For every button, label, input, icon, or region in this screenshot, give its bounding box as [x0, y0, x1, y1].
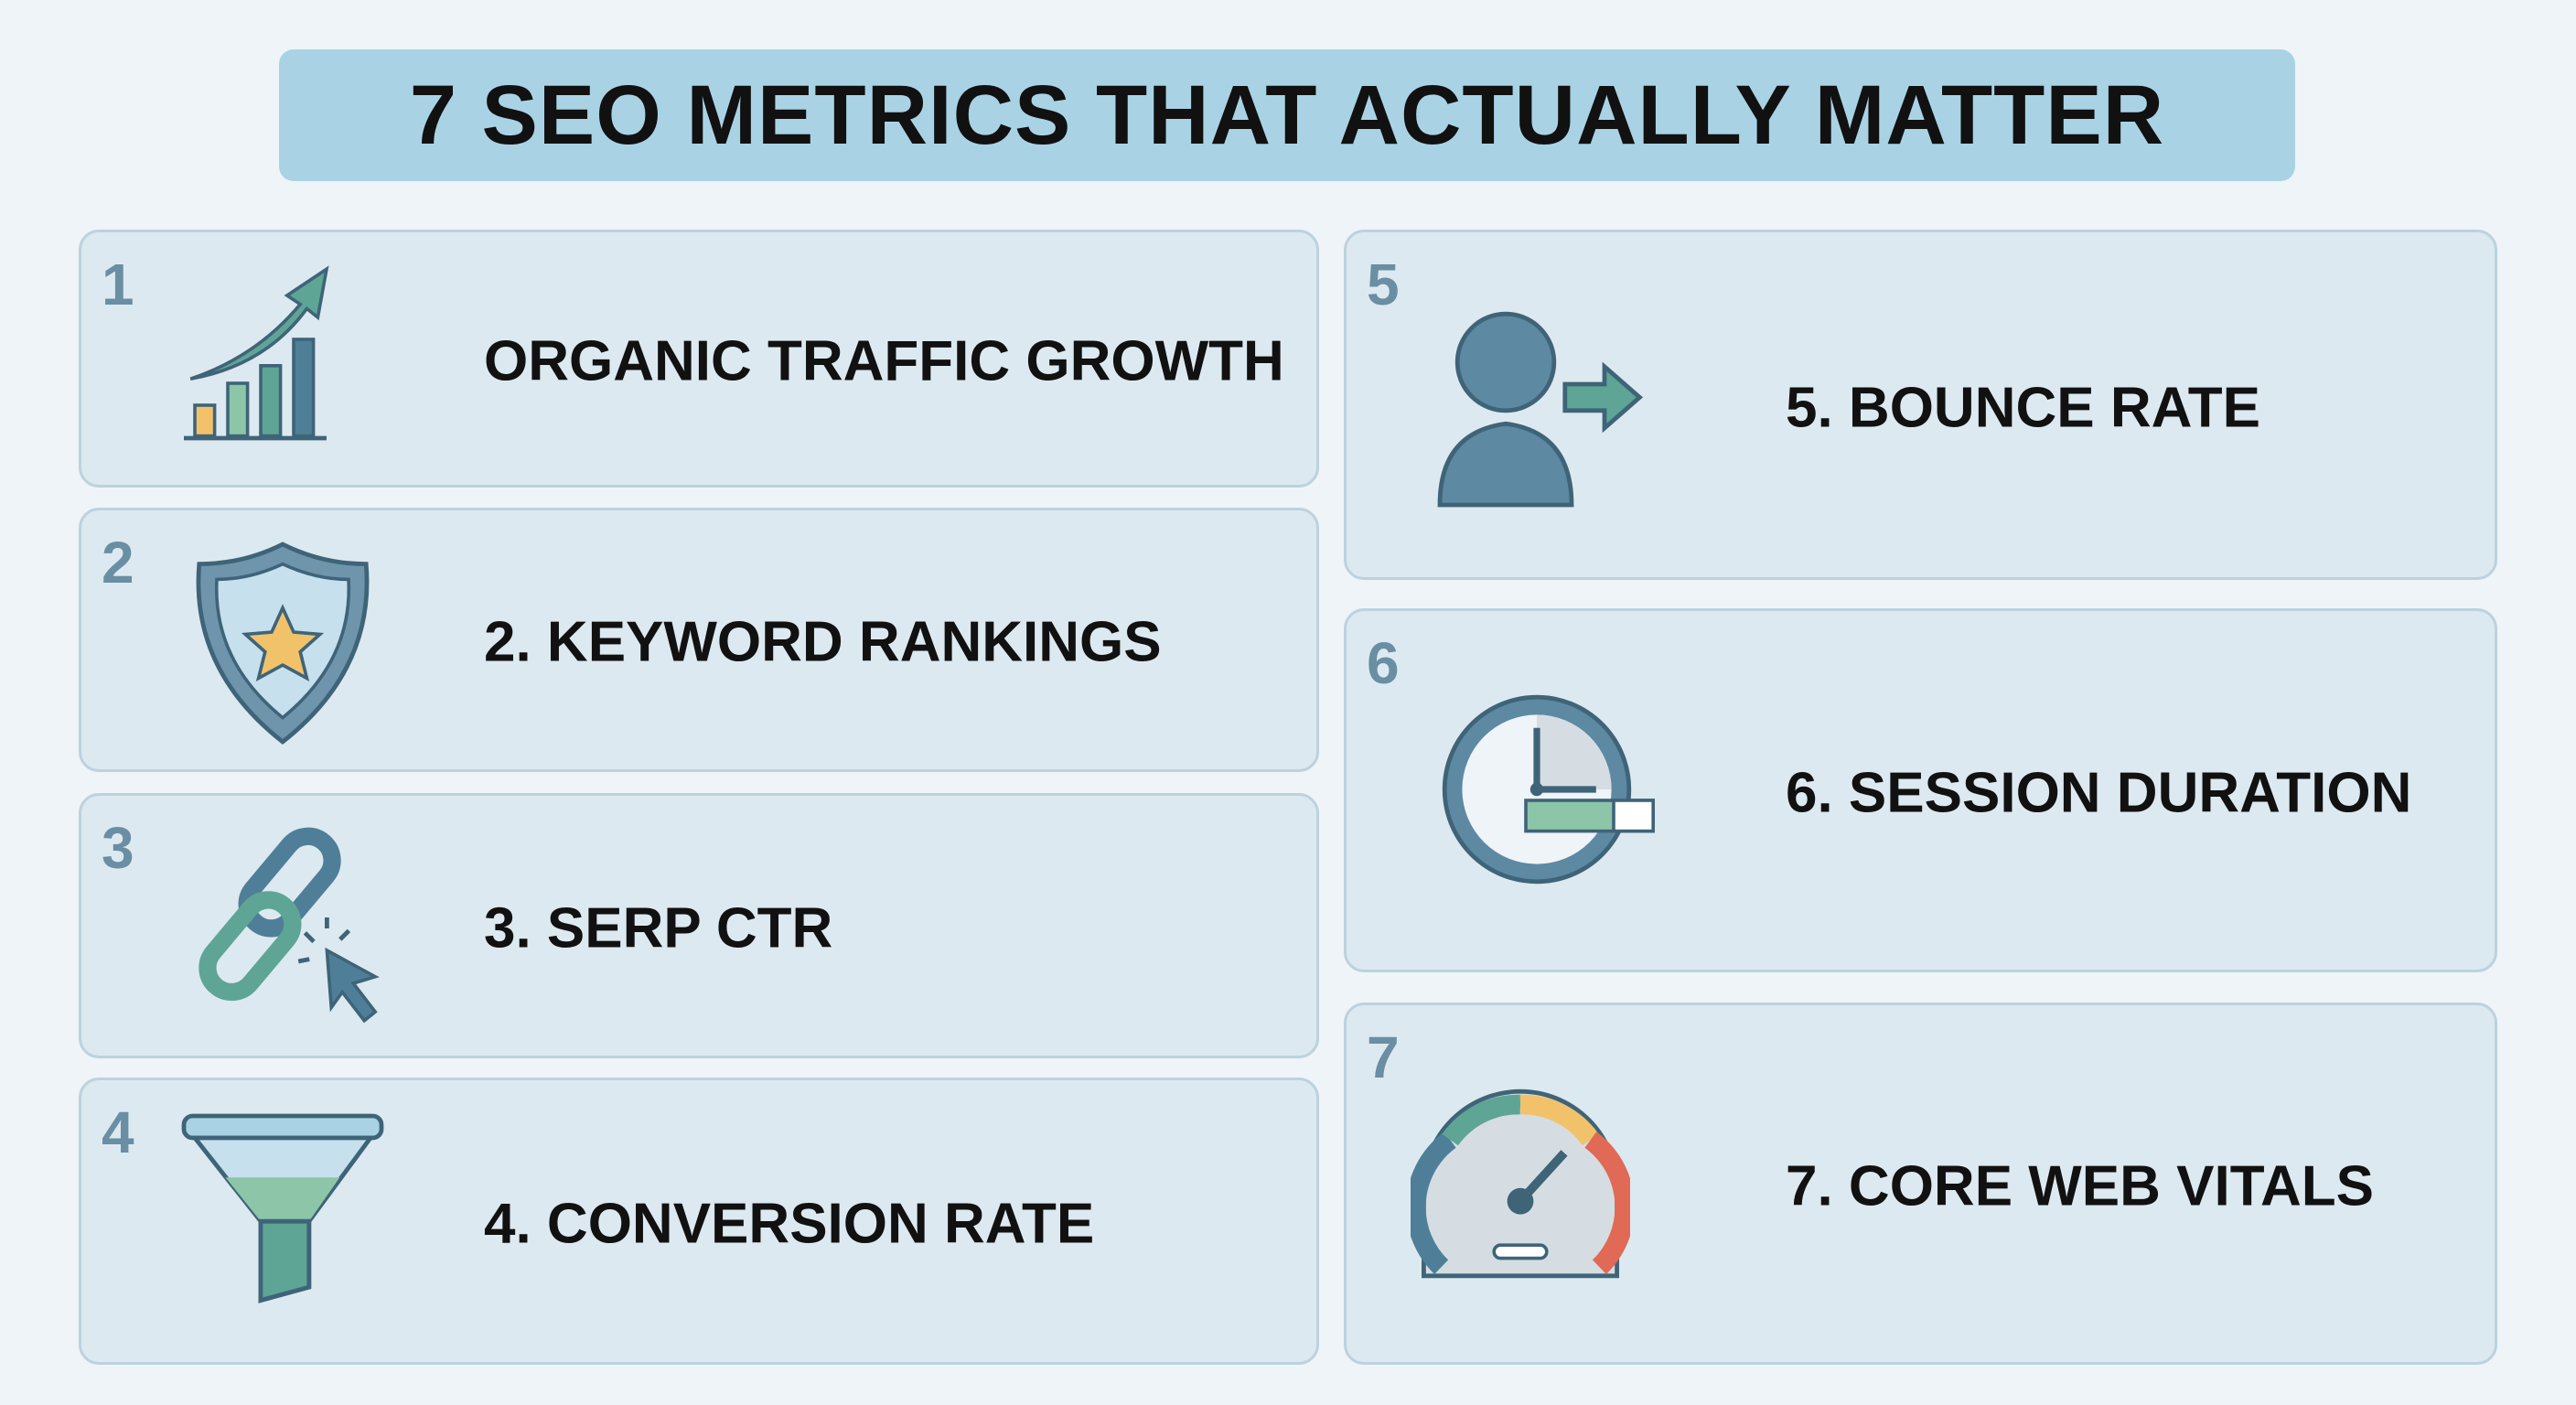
card: 3 3. SERP CTR [79, 793, 1319, 1058]
card-number: 5 [1367, 252, 1400, 317]
title: 7 SEO METRICS THAT ACTUALLY MATTER [279, 49, 2295, 181]
bounce-icon [1437, 311, 1644, 508]
card-label: 2. KEYWORD RANKINGS [484, 610, 1162, 674]
card-label: 5. BOUNCE RATE [1786, 376, 2261, 440]
card-number: 3 [102, 815, 134, 881]
clock-icon [1442, 694, 1655, 885]
card-number: 1 [102, 252, 134, 317]
card-number: 6 [1367, 630, 1400, 696]
card: 7 7. CORE WEB VITALS [1344, 1003, 2497, 1365]
traffic-icon [184, 265, 329, 441]
card-number: 2 [102, 530, 134, 595]
card-number: 4 [102, 1099, 134, 1165]
card: 5 5. BOUNCE RATE [1344, 230, 2497, 580]
card-label: 6. SESSION DURATION [1786, 761, 2412, 825]
card-label: 7. CORE WEB VITALS [1786, 1154, 2375, 1218]
card: 2 2. KEYWORD RANKINGS [79, 508, 1319, 772]
funnel-icon [181, 1113, 384, 1303]
card-label: ORGANIC TRAFFIC GROWTH [484, 329, 1284, 393]
card-label: 3. SERP CTR [484, 896, 833, 960]
card-number: 7 [1367, 1024, 1400, 1090]
card: 6 6. SESSION DURATION [1344, 608, 2497, 972]
shield-icon [196, 542, 370, 745]
card: 4 4. CONVERSION RATE [79, 1078, 1319, 1365]
card: 1 ORGANIC TRAFFIC GROWTH [79, 230, 1319, 488]
gauge-icon [1411, 1089, 1630, 1279]
card-label: 4. CONVERSION RATE [484, 1192, 1095, 1256]
link-icon [199, 827, 380, 1024]
